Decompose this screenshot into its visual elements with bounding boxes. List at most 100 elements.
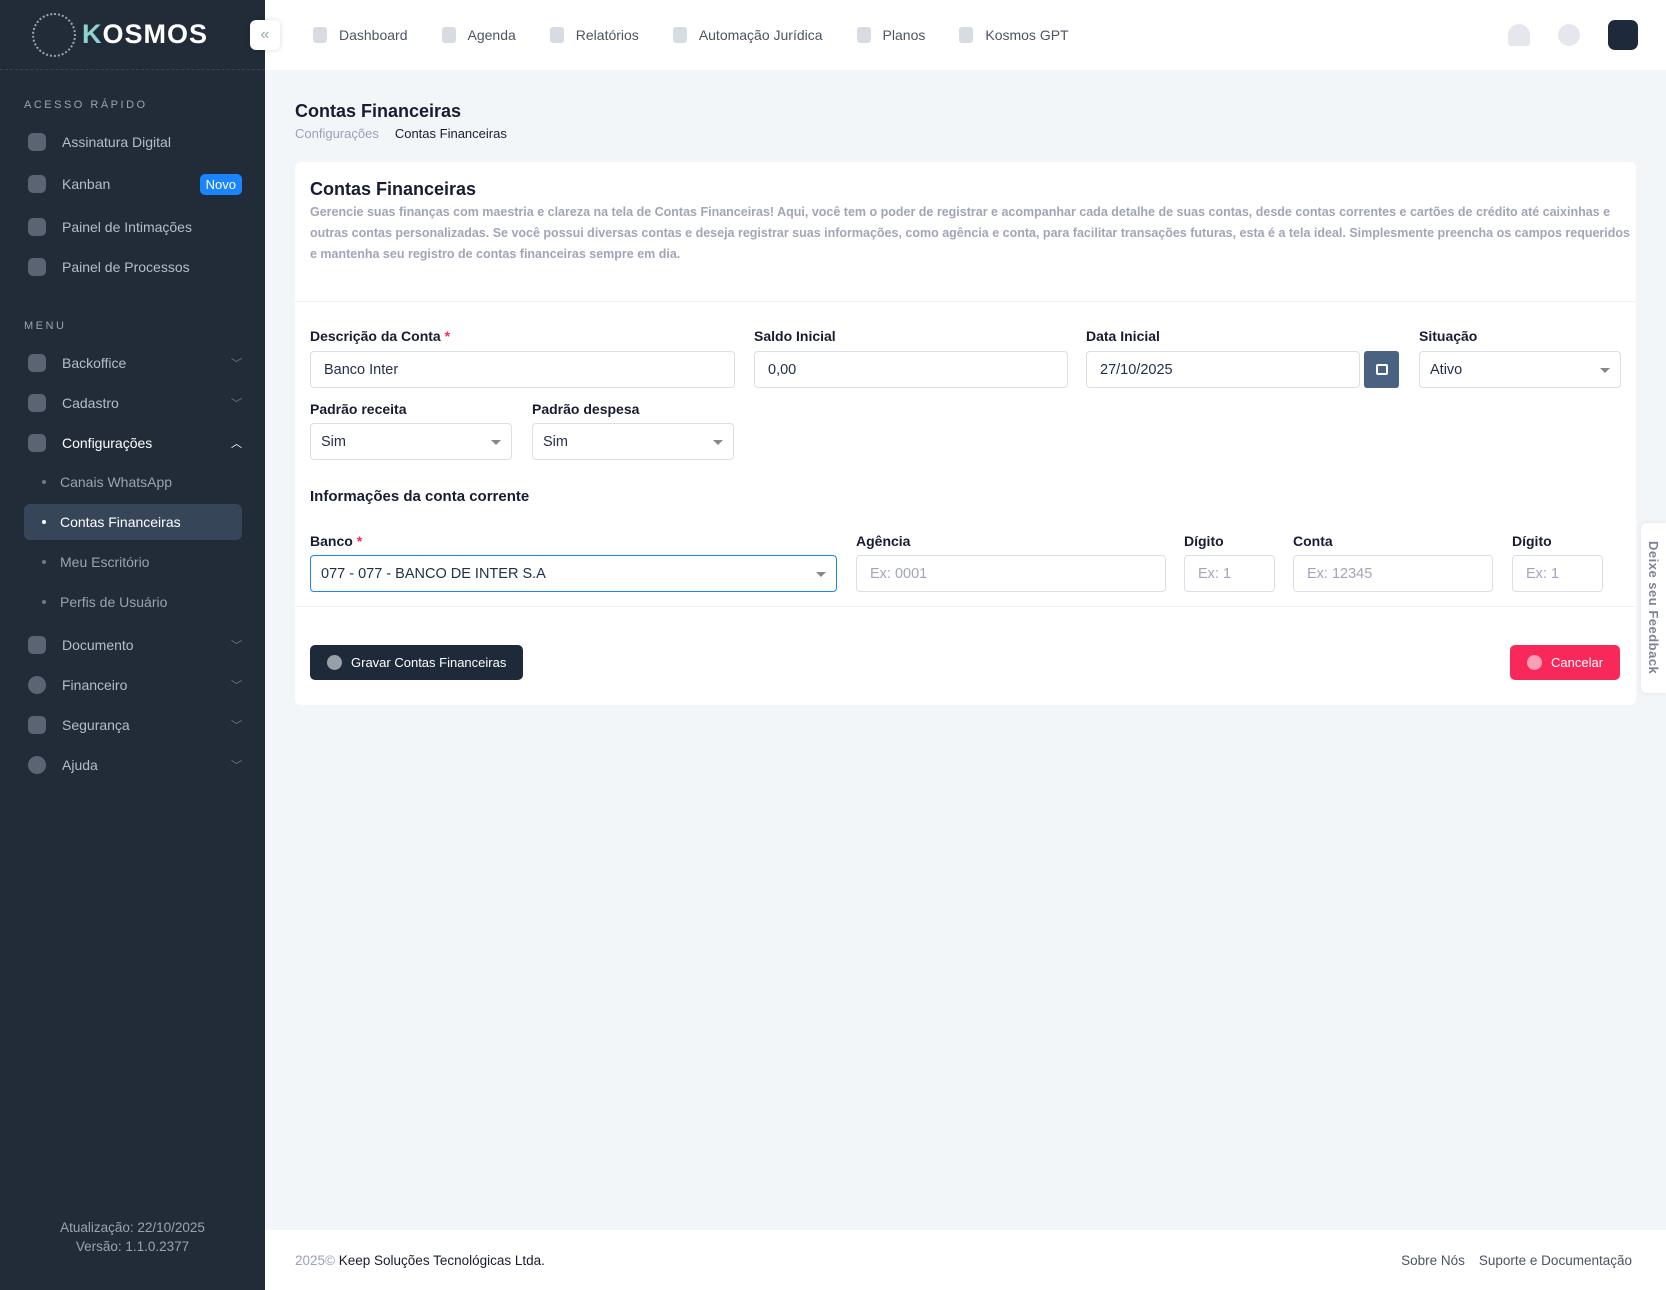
sidebar-item-assinatura[interactable]: Assinatura Digital bbox=[24, 124, 242, 160]
conta-label: Conta bbox=[1293, 533, 1333, 549]
situacao-label: Situação bbox=[1419, 328, 1478, 344]
shield-icon bbox=[28, 716, 46, 734]
chevrons-left-icon: « bbox=[260, 26, 270, 43]
chevron-up-icon: ︿ bbox=[231, 438, 242, 450]
sidebar-subitem-perfis[interactable]: Perfis de Usuário bbox=[24, 584, 242, 620]
clock-icon[interactable] bbox=[1558, 24, 1580, 46]
layers-icon bbox=[959, 27, 974, 43]
version: Versão: 1.1.0.2377 bbox=[75, 1239, 190, 1254]
top-header: Dashboard Agenda Relatórios Automação Ju… bbox=[265, 0, 1666, 70]
breadcrumb-current: Contas Financeiras bbox=[394, 126, 507, 141]
chevron-down-icon: ﹀ bbox=[231, 720, 242, 732]
about-link[interactable]: Sobre Nós bbox=[1401, 1252, 1465, 1268]
network-icon bbox=[28, 394, 46, 412]
situacao-select[interactable]: Ativo bbox=[1419, 351, 1621, 388]
digito-agencia-label: Dígito bbox=[1184, 533, 1224, 549]
chevron-down-icon: ﹀ bbox=[231, 358, 242, 370]
sidebar-item-processos[interactable]: Painel de Processos bbox=[24, 249, 242, 285]
sidebar-item-cadastro[interactable]: Cadastro ﹀ bbox=[24, 385, 242, 421]
divider bbox=[295, 606, 1636, 607]
card-title: Contas Financeiras bbox=[310, 179, 477, 199]
descricao-label: Descrição da Conta * bbox=[310, 328, 451, 344]
breadcrumb: Configurações Contas Financeiras bbox=[295, 126, 507, 141]
cancel-button[interactable]: Cancelar bbox=[1510, 645, 1621, 680]
saldo-input[interactable]: 0,00 bbox=[754, 351, 1068, 388]
conta-input[interactable]: Ex: 12345 bbox=[1293, 555, 1493, 592]
sidebar-subitem-contas[interactable]: Contas Financeiras bbox=[24, 504, 242, 540]
backoffice-icon bbox=[28, 354, 46, 372]
sidebar-item-backoffice[interactable]: Backoffice ﹀ bbox=[24, 345, 242, 381]
sidebar-item-seguranca[interactable]: Segurança ﹀ bbox=[24, 707, 242, 743]
dollar-icon bbox=[28, 676, 46, 694]
mail-icon bbox=[28, 218, 46, 236]
feedback-tab[interactable]: Deixe seu Feedback bbox=[1641, 523, 1666, 693]
sidebar-item-ajuda[interactable]: Ajuda ﹀ bbox=[24, 747, 242, 783]
receita-label: Padrão receita bbox=[310, 401, 407, 417]
calendar-button[interactable] bbox=[1364, 351, 1399, 388]
data-input[interactable]: 27/10/2025 bbox=[1086, 351, 1360, 388]
pen-icon bbox=[28, 133, 46, 151]
sidebar: KOSMOS ACESSO RÁPIDO Assinatura Digital … bbox=[0, 0, 265, 1290]
calendar-icon bbox=[1375, 364, 1388, 375]
nav-dashboard[interactable]: Dashboard bbox=[313, 27, 408, 43]
agencia-label: Agência bbox=[856, 533, 911, 549]
sidebar-subitem-whatsapp[interactable]: Canais WhatsApp bbox=[24, 464, 242, 500]
footer: 2025© Keep Soluções Tecnológicas Ltda. S… bbox=[265, 1230, 1666, 1290]
page-title: Contas Financeiras bbox=[295, 101, 462, 121]
update-date: Atualização: 22/10/2025 bbox=[60, 1220, 205, 1235]
banco-select[interactable]: 077 - 077 - BANCO DE INTER S.A bbox=[310, 555, 837, 592]
form-card: Contas Financeiras Gerencie suas finança… bbox=[295, 162, 1636, 705]
bar-chart-icon bbox=[313, 27, 327, 43]
avatar[interactable] bbox=[1608, 20, 1638, 50]
sidebar-item-financeiro[interactable]: Financeiro ﹀ bbox=[24, 667, 242, 703]
save-button[interactable]: Gravar Contas Financeiras bbox=[310, 645, 524, 680]
gear-icon bbox=[28, 434, 46, 452]
calendar-icon bbox=[441, 27, 456, 43]
despesa-label: Padrão despesa bbox=[532, 401, 640, 417]
digito-conta-label: Dígito bbox=[1512, 533, 1552, 549]
collapse-sidebar-button[interactable]: « bbox=[250, 20, 280, 50]
sidebar-item-kanban[interactable]: Kanban Novo bbox=[24, 166, 242, 202]
gavel-icon bbox=[28, 258, 46, 276]
logo-text: KOSMOS bbox=[82, 19, 209, 49]
nav-kosmos-gpt[interactable]: Kosmos GPT bbox=[959, 27, 1069, 43]
nav-relatorios[interactable]: Relatórios bbox=[549, 27, 639, 43]
logo-icon bbox=[32, 12, 76, 57]
money-bag-icon bbox=[856, 27, 871, 43]
nav-automacao[interactable]: Automação Jurídica bbox=[672, 27, 823, 43]
bell-icon[interactable] bbox=[1508, 24, 1530, 46]
help-icon bbox=[28, 756, 46, 774]
banco-label: Banco * bbox=[310, 533, 363, 549]
kanban-icon bbox=[28, 175, 46, 193]
card-description: Gerencie suas finanças com maestria e cl… bbox=[310, 205, 1630, 261]
breadcrumb-configuracoes[interactable]: Configurações bbox=[295, 126, 379, 141]
agencia-input[interactable]: Ex: 0001 bbox=[856, 555, 1166, 592]
saldo-label: Saldo Inicial bbox=[754, 328, 836, 344]
data-label: Data Inicial bbox=[1086, 328, 1160, 344]
scale-icon bbox=[672, 27, 687, 43]
nav-planos[interactable]: Planos bbox=[856, 27, 925, 43]
chevron-down-icon: ﹀ bbox=[231, 398, 242, 410]
chevron-down-icon: ﹀ bbox=[231, 680, 242, 692]
sidebar-item-configuracoes[interactable]: Configurações ︿ bbox=[24, 425, 242, 461]
nav-agenda[interactable]: Agenda bbox=[441, 27, 516, 43]
descricao-input[interactable]: Banco Inter bbox=[310, 351, 735, 388]
company-link[interactable]: Keep Soluções Tecnológicas Ltda. bbox=[338, 1252, 545, 1268]
despesa-select[interactable]: Sim bbox=[532, 423, 734, 460]
sidebar-subitem-escritorio[interactable]: Meu Escritório bbox=[24, 544, 242, 580]
document-icon bbox=[549, 27, 564, 43]
section-title: Informações da conta corrente bbox=[310, 488, 530, 505]
sidebar-item-documento[interactable]: Documento ﹀ bbox=[24, 627, 242, 663]
digito-agencia-input[interactable]: Ex: 1 bbox=[1184, 555, 1275, 592]
support-link[interactable]: Suporte e Documentação bbox=[1478, 1252, 1632, 1268]
digito-conta-input[interactable]: Ex: 1 bbox=[1512, 555, 1603, 592]
chevron-down-icon: ﹀ bbox=[231, 640, 242, 652]
sidebar-item-intimacoes[interactable]: Painel de Intimações bbox=[24, 209, 242, 245]
x-circle-icon bbox=[1527, 655, 1542, 670]
receita-select[interactable]: Sim bbox=[310, 423, 512, 460]
chevron-down-icon: ﹀ bbox=[231, 760, 242, 772]
new-badge: Novo bbox=[199, 173, 242, 195]
document-icon bbox=[28, 636, 46, 654]
divider bbox=[295, 301, 1636, 302]
logo[interactable]: KOSMOS bbox=[0, 0, 265, 70]
